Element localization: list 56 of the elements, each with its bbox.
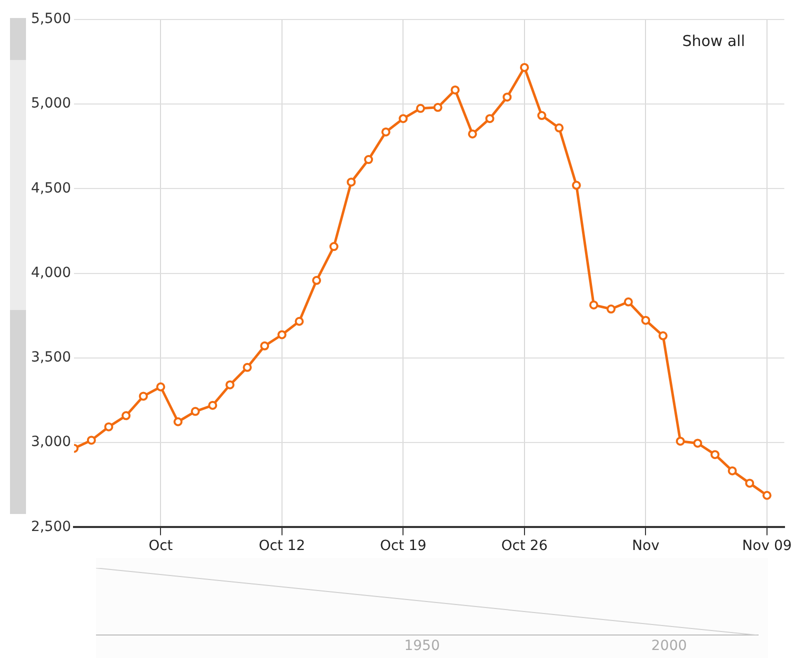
point xyxy=(260,341,270,350)
point xyxy=(225,380,234,390)
x-tick-label: Oct 26 xyxy=(501,538,548,554)
point xyxy=(398,114,408,124)
point xyxy=(381,127,390,136)
point xyxy=(589,300,598,310)
point xyxy=(502,92,512,102)
point xyxy=(745,478,754,488)
point xyxy=(485,114,494,124)
point xyxy=(242,362,252,372)
point xyxy=(312,276,322,285)
annotation: Show all xyxy=(682,32,745,50)
point xyxy=(138,392,148,401)
point xyxy=(208,400,218,410)
point xyxy=(294,316,304,326)
point xyxy=(641,316,650,325)
point xyxy=(277,330,286,340)
point xyxy=(433,102,442,112)
point xyxy=(329,242,338,252)
y-tick-label: 3,000 xyxy=(30,434,72,450)
point xyxy=(606,304,616,314)
point xyxy=(676,436,685,446)
x-tick-label: Nov xyxy=(632,538,660,554)
point xyxy=(520,62,529,72)
point xyxy=(104,422,114,432)
point xyxy=(658,331,668,340)
point xyxy=(416,104,426,113)
x-tick-label: Oct 19 xyxy=(380,538,426,554)
x-tick-label: Nov 09 xyxy=(742,538,792,554)
x-tick-label: 2000 xyxy=(651,638,687,654)
x-tick-label: 1950 xyxy=(404,638,440,654)
point xyxy=(572,180,581,190)
y-tick-label: 5,500 xyxy=(30,11,72,28)
point xyxy=(450,85,460,94)
y-tick-label: 2,500 xyxy=(30,518,72,535)
y-tick-label: 5,000 xyxy=(30,96,72,112)
point xyxy=(174,417,183,426)
point xyxy=(624,297,633,306)
point xyxy=(468,129,477,138)
point xyxy=(122,411,131,420)
x-tick-label: Oct xyxy=(148,538,174,554)
y-tick-label: 4,500 xyxy=(30,180,72,196)
point xyxy=(156,382,166,392)
point xyxy=(693,438,702,448)
point xyxy=(710,450,720,460)
point xyxy=(762,490,772,500)
point xyxy=(554,123,564,132)
point xyxy=(728,466,737,476)
x-tick-label: Oct 12 xyxy=(258,538,306,554)
point xyxy=(86,436,96,445)
point xyxy=(364,155,374,164)
y-tick-label: 3,500 xyxy=(30,350,72,366)
point xyxy=(346,178,356,187)
point xyxy=(190,406,200,416)
point xyxy=(537,111,546,120)
y-tick-label: 4,000 xyxy=(30,264,72,281)
